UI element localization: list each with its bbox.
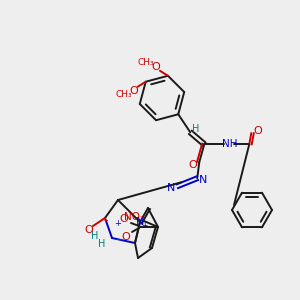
Text: N: N <box>167 183 176 193</box>
Text: +: + <box>141 220 147 230</box>
Text: N: N <box>199 175 208 185</box>
Text: NH: NH <box>221 139 237 149</box>
Text: O: O <box>85 225 93 235</box>
Text: N: N <box>136 217 144 227</box>
Text: O: O <box>253 126 262 136</box>
Text: O: O <box>129 86 138 96</box>
Text: H: H <box>192 124 199 134</box>
Text: O: O <box>120 214 128 224</box>
Text: CH₃: CH₃ <box>138 58 154 67</box>
Text: O: O <box>122 232 130 242</box>
Text: -: - <box>104 214 108 227</box>
Text: CH₃: CH₃ <box>116 90 132 99</box>
Text: −: − <box>114 235 124 245</box>
Text: O: O <box>152 62 160 72</box>
Text: +: + <box>115 220 122 229</box>
Text: H: H <box>98 239 106 249</box>
Text: O: O <box>188 160 197 170</box>
Text: H: H <box>91 231 99 241</box>
Text: NO₂: NO₂ <box>124 212 144 222</box>
